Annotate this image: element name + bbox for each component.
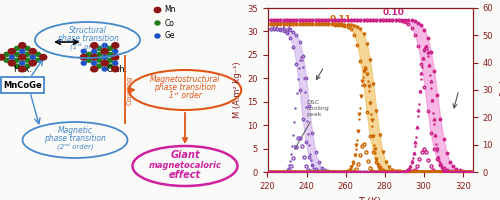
Y-axis label: M (A.m² kg⁻¹): M (A.m² kg⁻¹) [232, 62, 241, 118]
Circle shape [91, 43, 98, 48]
Circle shape [97, 58, 102, 62]
Text: Orth.: Orth. [107, 65, 128, 74]
Text: Hex.: Hex. [13, 65, 32, 74]
Circle shape [40, 54, 47, 60]
Circle shape [14, 58, 20, 62]
Text: (1ˢᵗ order): (1ˢᵗ order) [70, 43, 106, 50]
Circle shape [112, 66, 119, 72]
Text: Ge: Ge [164, 31, 175, 40]
Text: MnCoGe: MnCoGe [3, 80, 42, 90]
Circle shape [102, 43, 108, 47]
Circle shape [92, 61, 97, 65]
Circle shape [113, 61, 118, 65]
Circle shape [81, 49, 86, 53]
X-axis label: T (K): T (K) [358, 196, 382, 200]
Circle shape [102, 67, 108, 71]
Circle shape [108, 46, 112, 50]
Circle shape [4, 58, 9, 62]
Circle shape [8, 60, 15, 66]
Text: Structural: Structural [68, 26, 106, 35]
Circle shape [102, 55, 108, 59]
Circle shape [20, 61, 25, 65]
Text: Mn: Mn [164, 5, 176, 15]
Circle shape [155, 21, 160, 25]
Circle shape [14, 64, 20, 68]
Circle shape [29, 60, 36, 66]
Circle shape [97, 52, 102, 56]
Circle shape [19, 54, 26, 60]
FancyBboxPatch shape [1, 77, 44, 93]
Text: effect: effect [169, 170, 201, 180]
Circle shape [101, 49, 108, 54]
Circle shape [101, 60, 108, 66]
Circle shape [25, 64, 30, 68]
Circle shape [29, 49, 36, 54]
Text: Magnetostructural: Magnetostructural [150, 75, 220, 84]
Circle shape [86, 58, 92, 62]
Text: 1ˢᵗ order: 1ˢᵗ order [168, 91, 202, 100]
Circle shape [97, 64, 102, 68]
Circle shape [19, 66, 26, 72]
Circle shape [91, 54, 98, 60]
Text: Co: Co [164, 19, 174, 27]
Circle shape [86, 52, 92, 56]
Circle shape [25, 46, 30, 50]
Circle shape [14, 52, 20, 56]
Circle shape [36, 58, 41, 62]
Text: 0.10: 0.10 [382, 8, 404, 17]
Text: Coupling: Coupling [126, 75, 132, 105]
Circle shape [0, 54, 5, 60]
Text: DSC
cooling
peak: DSC cooling peak [295, 100, 330, 149]
Text: magnetocaloric: magnetocaloric [148, 161, 222, 170]
Circle shape [108, 58, 112, 62]
Circle shape [36, 52, 41, 56]
Circle shape [81, 61, 86, 65]
Circle shape [113, 49, 118, 53]
Circle shape [92, 49, 97, 53]
Circle shape [112, 54, 119, 60]
Circle shape [25, 58, 30, 62]
Circle shape [14, 46, 20, 50]
Circle shape [19, 43, 26, 48]
Circle shape [108, 52, 112, 56]
Circle shape [112, 43, 119, 48]
Text: phase transition: phase transition [56, 34, 118, 43]
Text: phase transition: phase transition [44, 134, 106, 143]
Circle shape [25, 52, 30, 56]
Circle shape [97, 46, 102, 50]
Circle shape [30, 55, 35, 59]
Text: (2ⁿᵈ order): (2ⁿᵈ order) [56, 143, 94, 150]
Circle shape [108, 64, 112, 68]
Circle shape [80, 54, 88, 60]
Circle shape [9, 55, 14, 59]
Text: phase transition: phase transition [154, 83, 216, 92]
Text: Magnetic: Magnetic [58, 126, 92, 135]
Circle shape [4, 52, 9, 56]
Circle shape [8, 49, 15, 54]
Text: Giant: Giant [170, 150, 200, 160]
Circle shape [20, 49, 25, 53]
Circle shape [91, 66, 98, 72]
Text: 0.11: 0.11 [330, 15, 352, 24]
Y-axis label: -ΔSₘ (J.kg⁻¹.K⁻¹): -ΔSₘ (J.kg⁻¹.K⁻¹) [498, 56, 500, 124]
Circle shape [154, 7, 161, 13]
Circle shape [155, 34, 160, 38]
Text: 0.12: 0.12 [272, 22, 293, 31]
